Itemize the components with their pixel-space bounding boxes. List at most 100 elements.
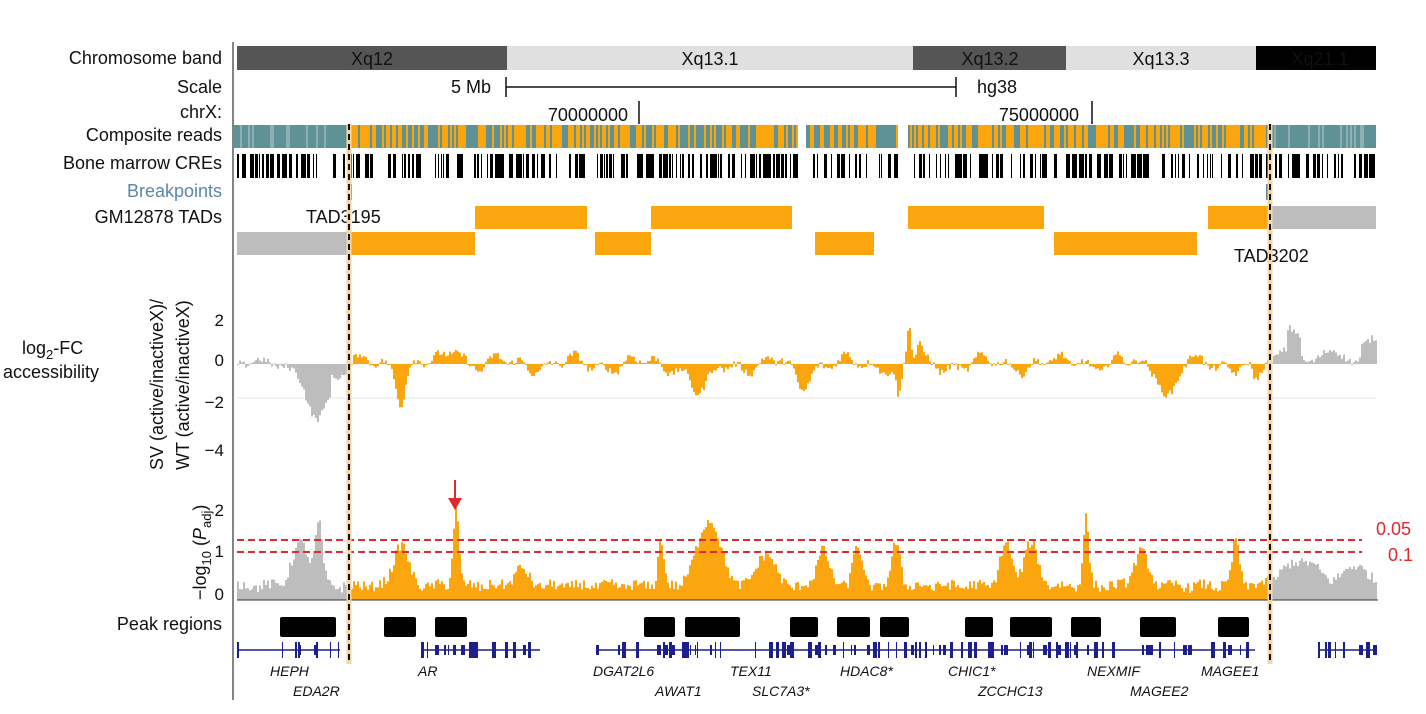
significance-bar [797,581,799,600]
accessibility-bar [551,363,553,365]
composite-read-stripe [240,125,242,148]
significance-bar [983,581,985,600]
cre-tick [604,154,605,178]
cre-tick [919,154,922,178]
cre-tick [1126,154,1127,178]
composite-read-stripe [590,125,592,148]
accessibility-bar [993,363,995,365]
composite-read-stripe [1088,125,1090,148]
cre-tick [688,154,690,178]
significance-bar [1051,587,1053,600]
accessibility-bar [313,364,315,415]
band-xq13-1 [507,46,913,70]
cre-tick [441,154,442,178]
composite-read-stripe [422,125,424,148]
band-xq21-1 [1256,46,1376,70]
gene-exon [790,642,794,658]
composite-read-stripe [326,125,328,148]
accessibility-bar [1371,335,1373,364]
composite-read-stripe [678,125,680,148]
accessibility-bar [663,364,665,372]
significance-bar [363,581,365,600]
cre-tick [404,154,405,178]
composite-read-stripe [648,125,650,148]
composite-read-stripe [1298,125,1300,148]
accessibility-bar [667,364,669,377]
significance-bar [533,587,535,600]
accessibility-bar [1225,362,1227,364]
cre-tick [417,154,420,178]
gene-exon [943,645,946,655]
cre-tick [879,154,880,178]
gene-exon [1033,642,1034,658]
composite-read-stripe [1364,125,1366,148]
cre-tick [1097,154,1100,178]
composite-read-stripe [380,125,382,148]
accessibility-bar [1129,364,1131,366]
peak-region-2 [384,617,416,637]
accessibility-bar [809,364,811,382]
composite-read-stripe [1090,125,1092,148]
composite-read-stripe [954,125,956,148]
significance-bar [259,585,261,600]
significance-bar [933,590,935,600]
significance-bar [357,581,359,600]
accessibility-bar [1149,364,1151,371]
significance-bar [699,538,701,600]
composite-read-stripe [724,125,726,148]
accessibility-bar [1201,356,1203,364]
composite-read-stripe [1306,125,1308,148]
composite-read-stripe [1324,125,1326,148]
significance-bar [1159,588,1161,600]
cre-tick [474,154,476,178]
composite-read-stripe [296,125,298,148]
gene-exon [1359,645,1363,655]
composite-read-stripe [838,125,840,148]
accessibility-bar [459,352,461,364]
accessibility-bar [1167,364,1169,394]
composite-read-stripe [1286,125,1288,148]
composite-read-stripe [1182,125,1184,148]
significance-bar [267,580,269,600]
significance-bar [841,582,843,600]
cre-tick [253,154,254,178]
composite-read-stripe [738,125,740,148]
peak-region-10 [1010,617,1052,637]
significance-bar [787,583,789,600]
significance-bar [1121,579,1123,600]
significance-bar [615,582,617,600]
accessibility-bar [1199,354,1201,364]
significance-bar [795,582,797,600]
composite-read-stripe [612,125,614,148]
composite-read-stripe [602,125,604,148]
significance-bar [237,581,239,600]
accessibility-bar [619,364,621,367]
composite-read-stripe [624,125,626,148]
breakpoint-track [348,184,1270,200]
composite-read-stripe [946,125,948,148]
accessibility-bar [303,364,305,390]
accessibility-bar [1323,350,1325,364]
composite-read-stripe [1164,125,1166,148]
cre-tick [1162,154,1165,178]
cre-tick [1257,154,1258,178]
accessibility-bar [701,364,703,388]
significance-bar [333,585,335,600]
cre-tick [497,154,498,178]
composite-read-stripe [880,125,882,148]
composite-read-stripe [614,125,616,148]
significance-bar [1003,545,1005,600]
accessibility-bar [859,364,861,367]
composite-read-stripe [244,125,246,148]
composite-read-stripe [556,125,558,148]
significance-bar [255,585,257,600]
accessibility-bar [825,364,827,368]
composite-read-stripe [586,125,588,148]
significance-bar [777,572,779,600]
accessibility-bar [1223,361,1225,364]
gene-exon [453,645,456,655]
accessibility-bar [719,364,721,367]
accessibility-bar [1325,352,1327,364]
accessibility-bar [453,352,455,364]
significance-bar [599,583,601,600]
